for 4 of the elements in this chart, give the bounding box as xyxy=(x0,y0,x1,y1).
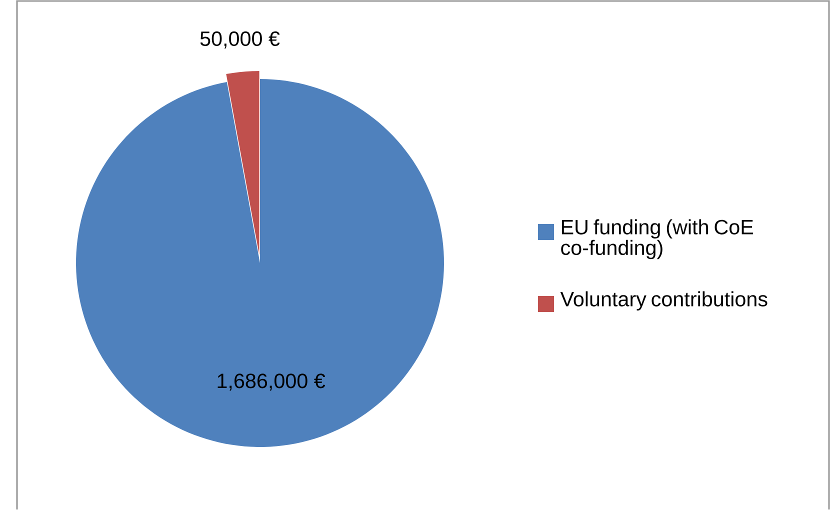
data-label: 50,000 € xyxy=(200,31,280,48)
data-label: 1,686,000 € xyxy=(218,374,326,391)
legend-label: Voluntary contributions xyxy=(560,291,768,311)
legend-label: EU funding (with CoE co-funding) xyxy=(561,219,754,260)
